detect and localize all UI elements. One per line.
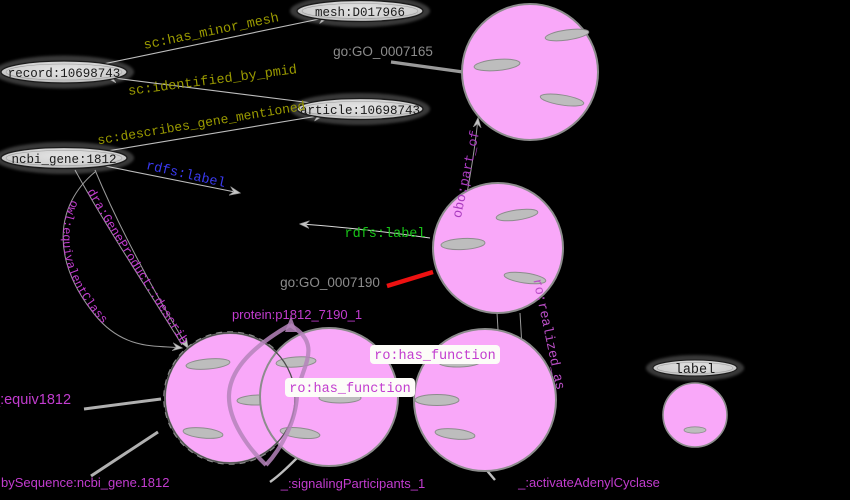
svg-text:mesh:D017966: mesh:D017966 — [315, 6, 405, 20]
svg-text:label: label — [675, 363, 716, 378]
svg-text:ro:has_function: ro:has_function — [289, 382, 411, 397]
svg-text:bySequence:ncbi_gene.1812: bySequence:ncbi_gene.1812 — [1, 475, 169, 490]
svg-text:rdfs:label: rdfs:label — [344, 227, 425, 242]
svg-text:article:10698743: article:10698743 — [300, 104, 420, 118]
svg-text:_:equiv1812: _:equiv1812 — [0, 392, 71, 408]
svg-text:go:GO_0007165: go:GO_0007165 — [333, 44, 433, 59]
svg-text:_:activateAdenylCyclase: _:activateAdenylCyclase — [517, 475, 660, 490]
svg-text:sc:identified_by_pmid: sc:identified_by_pmid — [127, 63, 298, 100]
svg-text:sc:has_minor_mesh: sc:has_minor_mesh — [143, 11, 281, 54]
svg-text:ncbi_gene:1812: ncbi_gene:1812 — [11, 153, 116, 167]
svg-text:rdfs:label: rdfs:label — [144, 159, 226, 192]
svg-text:ro:has_function: ro:has_function — [374, 349, 496, 364]
svg-text:_:signalingParticipants_1: _:signalingParticipants_1 — [280, 476, 426, 491]
svg-text:protein:p1812_7190_1: protein:p1812_7190_1 — [232, 307, 362, 322]
svg-text:go:GO_0007190: go:GO_0007190 — [280, 275, 380, 290]
svg-text:record:10698743: record:10698743 — [8, 67, 121, 81]
